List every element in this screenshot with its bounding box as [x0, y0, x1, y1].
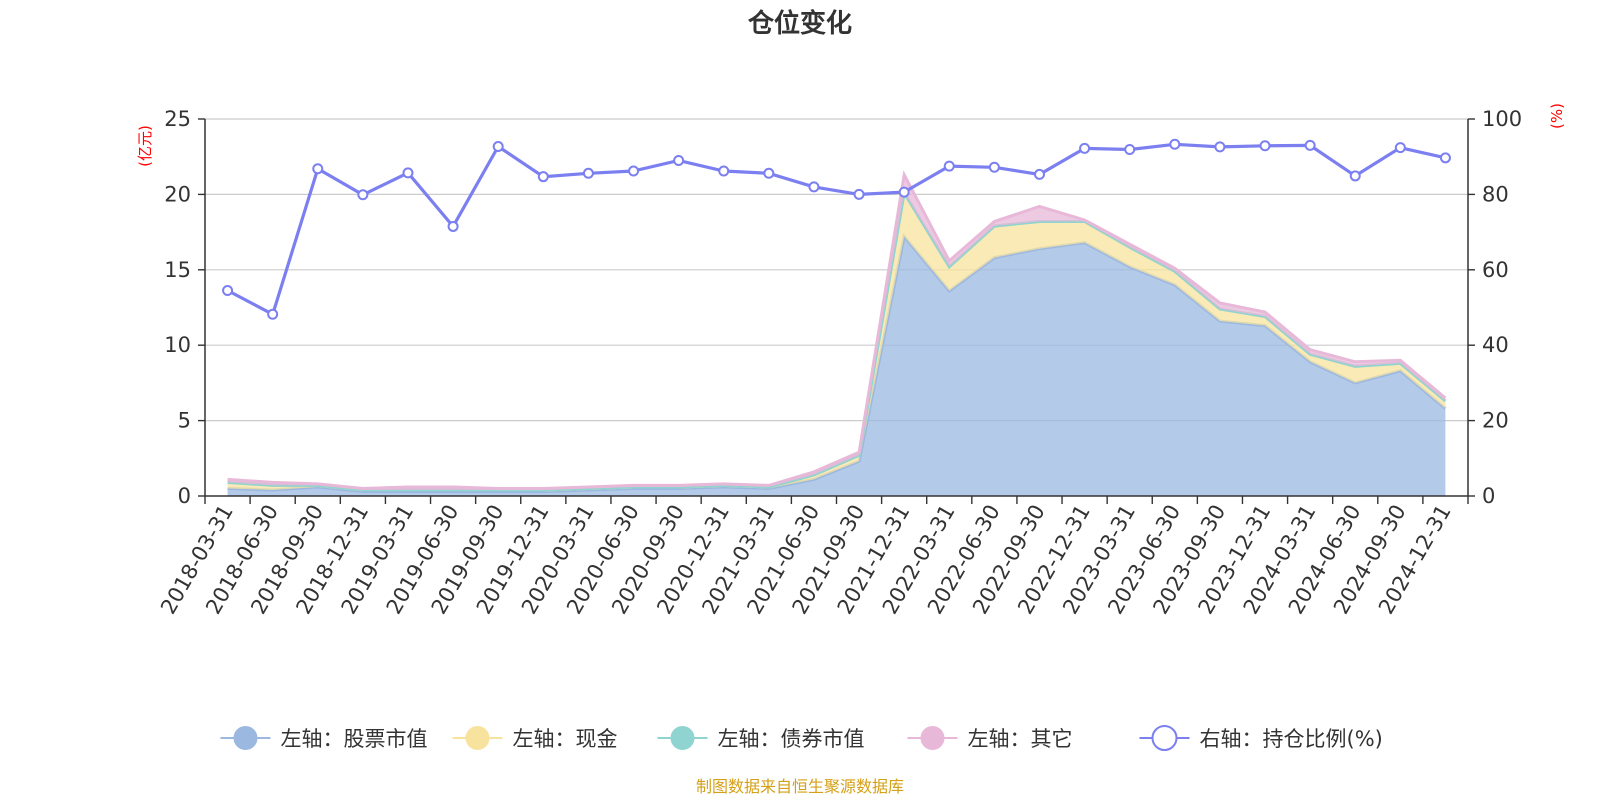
- left-tick-label: 25: [164, 107, 191, 131]
- legend-label: 右轴：持仓比例(%): [1200, 727, 1383, 751]
- holding-ratio-point: [402, 167, 414, 179]
- left-tick-label: 20: [164, 182, 191, 206]
- holding-ratio-point: [312, 163, 324, 175]
- holding-ratio-point: [1439, 152, 1451, 164]
- holding-ratio-point: [357, 189, 369, 201]
- holding-ratio-point: [628, 165, 640, 177]
- holding-ratio-point: [1259, 140, 1271, 152]
- legend-marker: [465, 726, 490, 750]
- legend-item[interactable]: 左轴：现金: [452, 726, 618, 751]
- right-tick-label: 0: [1482, 484, 1495, 508]
- holding-ratio-point: [1214, 141, 1226, 153]
- left-tick-label: 5: [178, 409, 191, 433]
- area-左轴：股票市值: [227, 236, 1446, 496]
- right-tick-label: 60: [1482, 258, 1509, 282]
- holding-ratio-point: [492, 141, 504, 153]
- holding-ratio-point: [447, 220, 459, 232]
- holding-ratio-point: [222, 285, 234, 297]
- data-source-note: 制图数据来自恒生聚源数据库: [696, 777, 904, 796]
- legend-label: 左轴：现金: [513, 727, 618, 751]
- legend-label: 左轴：股票市值: [281, 727, 428, 751]
- legend-label: 左轴：其它: [968, 727, 1073, 751]
- legend-marker: [1151, 725, 1178, 751]
- left-axis-unit: (亿元): [136, 125, 154, 167]
- right-tick-label: 40: [1482, 333, 1509, 357]
- holding-ratio-point: [267, 308, 279, 320]
- legend-item[interactable]: 左轴：其它: [907, 726, 1073, 751]
- holding-ratio-point: [1124, 144, 1136, 156]
- legend-marker: [920, 726, 945, 750]
- area-左轴：现金: [227, 192, 1446, 492]
- holding-ratio-point: [943, 160, 955, 172]
- left-tick-label: 15: [164, 258, 191, 282]
- holding-ratio-point: [853, 188, 865, 200]
- holding-ratio-point: [673, 154, 685, 166]
- legend-item[interactable]: 左轴：债券市值: [657, 726, 865, 751]
- legend-marker: [233, 726, 258, 750]
- holding-ratio-line: [222, 138, 1451, 320]
- chart-title: 仓位变化: [747, 8, 852, 39]
- legend-item[interactable]: 左轴：股票市值: [220, 726, 428, 751]
- left-tick-label: 10: [164, 333, 191, 357]
- holding-ratio-path: [226, 142, 1446, 317]
- left-tick-label: 0: [178, 484, 191, 508]
- holding-ratio-point: [1169, 138, 1181, 150]
- area-edge-左轴：其它: [227, 170, 1447, 491]
- holding-ratio-point: [1304, 139, 1316, 151]
- holding-ratio-point: [1079, 142, 1091, 154]
- right-tick-label: 20: [1482, 409, 1509, 433]
- legend-marker: [670, 726, 695, 750]
- legend[interactable]: 左轴：股票市值 左轴：现金 左轴：债券市值 左轴：其它 右轴：持仓比例(%): [220, 725, 1383, 751]
- stacked-areas: [227, 170, 1447, 496]
- holding-ratio-point: [988, 161, 1000, 173]
- legend-label: 左轴：债券市值: [718, 727, 865, 751]
- holding-ratio-point: [718, 165, 730, 177]
- holding-ratio-point: [537, 171, 549, 183]
- holding-ratio-point: [898, 186, 910, 198]
- holding-ratio-point: [1349, 170, 1361, 182]
- holding-ratio-point: [1394, 142, 1406, 154]
- holding-ratio-point: [582, 167, 594, 179]
- holding-ratio-point: [808, 181, 820, 193]
- right-tick-label: 80: [1482, 182, 1509, 206]
- holding-ratio-point: [763, 167, 775, 179]
- holding-ratio-point: [1033, 168, 1045, 180]
- legend-item[interactable]: 右轴：持仓比例(%): [1139, 725, 1383, 751]
- right-axis-unit: (%): [1548, 103, 1566, 129]
- right-tick-label: 100: [1482, 107, 1522, 131]
